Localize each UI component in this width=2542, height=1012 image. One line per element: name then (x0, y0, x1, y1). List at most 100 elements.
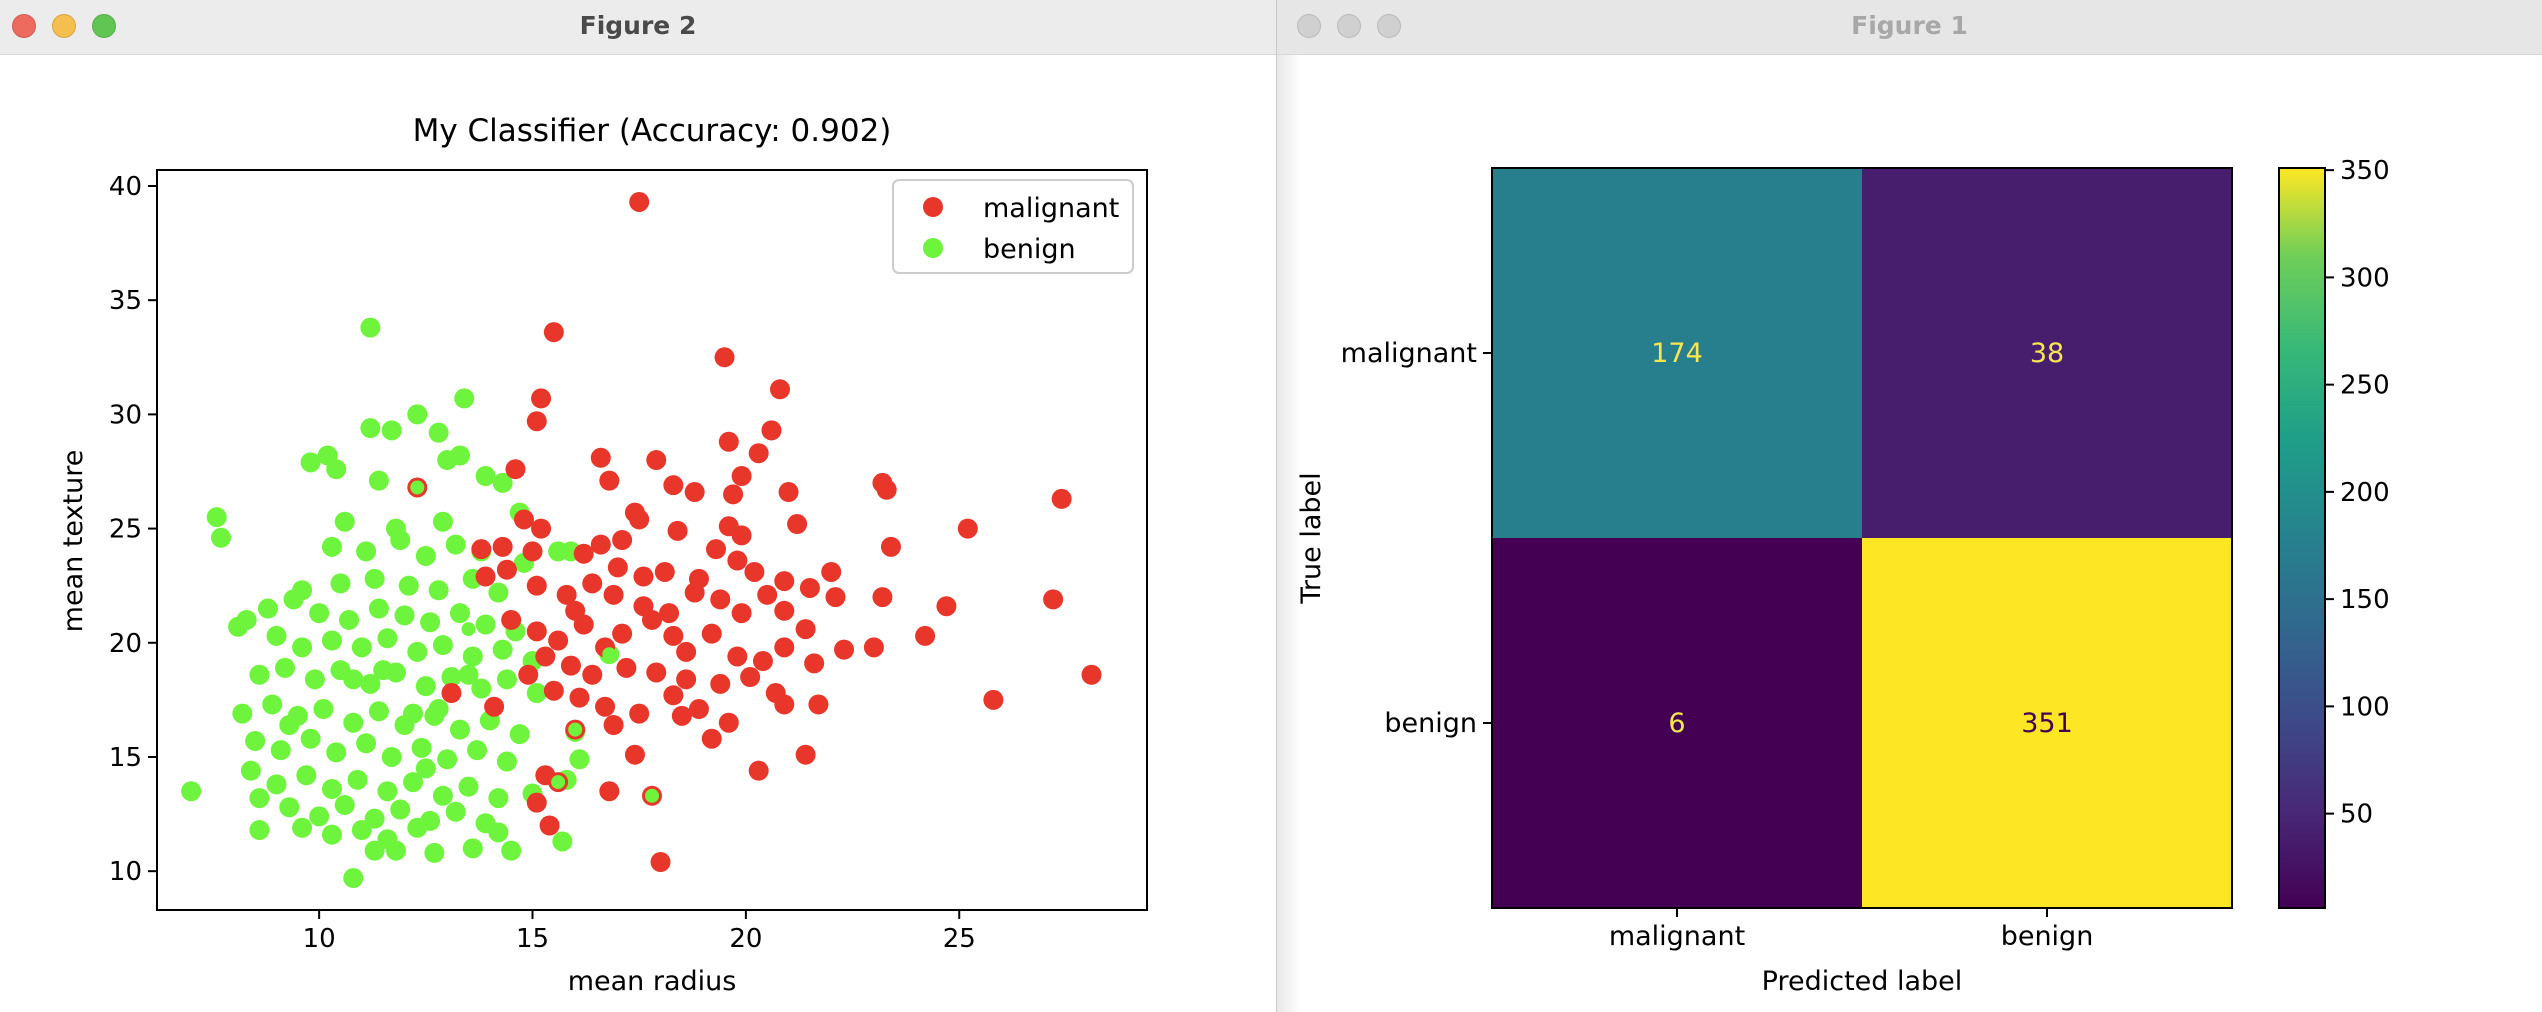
scatter-point-overlap (551, 546, 566, 561)
scatter-point-benign (403, 703, 424, 724)
scatter-point-benign (449, 719, 470, 740)
scatter-point-malignant (518, 664, 539, 685)
scatter-point-benign (347, 769, 368, 790)
x-tick-label: 20 (729, 924, 762, 954)
scatter-point-benign (321, 778, 342, 799)
scatter-point-benign (368, 701, 389, 722)
scatter-point-malignant (671, 705, 692, 726)
close-button[interactable] (1297, 14, 1321, 38)
confusion-matrix-plot: 174 38 6 351 malignant benign malignant benign… (1296, 156, 2390, 997)
cm-y-tick-label: benign (1384, 708, 1477, 739)
scatter-point-benign (364, 840, 385, 861)
scatter-point-malignant (501, 609, 522, 630)
scatter-point-malignant (787, 514, 808, 535)
scatter-point-malignant (684, 482, 705, 503)
scatter-point-malignant (484, 696, 505, 717)
scatter-point-overlap (568, 722, 583, 737)
scatter-point-benign (326, 459, 347, 480)
cm-axes-frame (1491, 167, 2233, 909)
scatter-point-benign (275, 657, 296, 678)
scatter-point-benign (292, 817, 313, 838)
colorbar-tick-label: 150 (2340, 585, 2390, 615)
scatter-point-malignant (573, 543, 594, 564)
minimize-button[interactable] (1337, 14, 1361, 38)
scatter-point-malignant (795, 744, 816, 765)
minimize-button[interactable] (52, 14, 76, 38)
scatter-xlabel: mean radius (568, 966, 737, 997)
figure1-window: Figure 1 174 38 6 351 malignant benign malign… (1277, 0, 2542, 1012)
scatter-point-benign (343, 669, 364, 690)
scatter-point-benign (309, 806, 330, 827)
scatter-point-malignant (727, 550, 748, 571)
scatter-point-benign (445, 534, 466, 555)
scatter-point-malignant (629, 191, 650, 212)
scatter-point-malignant (872, 587, 893, 608)
scatter-point-malignant (599, 781, 620, 802)
scatter-point-benign (496, 669, 517, 690)
scatter-point-malignant (646, 662, 667, 683)
scatter-point-benign (309, 603, 330, 624)
scatter-point-malignant (688, 699, 709, 720)
scatter-point-benign (403, 772, 424, 793)
scatter-point-malignant (531, 388, 552, 409)
scatter-point-benign (356, 541, 377, 562)
scatter-point-benign (321, 630, 342, 651)
scatter-point-benign (339, 609, 360, 630)
scatter-point-benign (415, 545, 436, 566)
scatter-point-benign (321, 824, 342, 845)
scatter-point-malignant (441, 683, 462, 704)
colorbar-tick-label: 300 (2340, 263, 2390, 293)
scatter-point-benign (249, 788, 270, 809)
cm-cell-value: 6 (1668, 708, 1685, 739)
scatter-point-malignant (496, 559, 517, 580)
scatter-point-benign (437, 749, 458, 770)
scatter-point-benign (428, 422, 449, 443)
cm-cell (1862, 168, 2232, 538)
scatter-point-benign (304, 669, 325, 690)
legend-label-benign: benign (983, 234, 1076, 265)
figure1-titlebar[interactable]: Figure 1 (1277, 0, 2542, 55)
scatter-point-benign (385, 840, 406, 861)
scatter-point-malignant (731, 603, 752, 624)
cm-ylabel: True label (1296, 472, 1327, 604)
scatter-point-benign (432, 511, 453, 532)
scatter-point-benign (509, 724, 530, 745)
scatter-point-benign (492, 472, 513, 493)
figure2-titlebar[interactable]: Figure 2 (0, 0, 1276, 55)
scatter-point-malignant (863, 637, 884, 658)
scatter-point-benign (420, 612, 441, 633)
scatter-point-malignant (513, 509, 534, 530)
scatter-point-benign (381, 420, 402, 441)
scatter-plot: My Classifier (Accuracy: 0.902) mean rad… (58, 113, 1148, 997)
colorbar-tick-label: 250 (2340, 371, 2390, 401)
scatter-point-benign (488, 822, 509, 843)
scatter-point-benign (368, 598, 389, 619)
cm-x-tick-label: malignant (1609, 921, 1745, 952)
scatter-point-malignant (701, 623, 722, 644)
scatter-point-malignant (646, 450, 667, 471)
scatter-point-benign (326, 742, 347, 763)
scatter-point-benign (424, 842, 445, 863)
scatter-point-benign (343, 868, 364, 889)
scatter-point-malignant (616, 657, 637, 678)
scatter-point-malignant (663, 685, 684, 706)
scatter-point-benign (360, 673, 381, 694)
scatter-point-malignant (740, 667, 761, 688)
scatter-point-benign (428, 699, 449, 720)
scatter-point-benign (415, 676, 436, 697)
y-tick-label: 20 (109, 629, 142, 659)
zoom-button[interactable] (92, 14, 116, 38)
scatter-point-benign (407, 404, 428, 425)
scatter-point-malignant (582, 573, 603, 594)
zoom-button[interactable] (1377, 14, 1401, 38)
scatter-point-malignant (710, 673, 731, 694)
scatter-ylabel: mean texture (58, 450, 89, 633)
scatter-point-malignant (774, 571, 795, 592)
scatter-point-benign (390, 530, 411, 550)
scatter-point-malignant (612, 623, 633, 644)
figure1-title: Figure 1 (1851, 11, 1968, 40)
scatter-point-malignant (607, 557, 628, 578)
close-button[interactable] (12, 14, 36, 38)
scatter-point-benign (257, 598, 278, 619)
scatter-point-malignant (744, 561, 765, 582)
